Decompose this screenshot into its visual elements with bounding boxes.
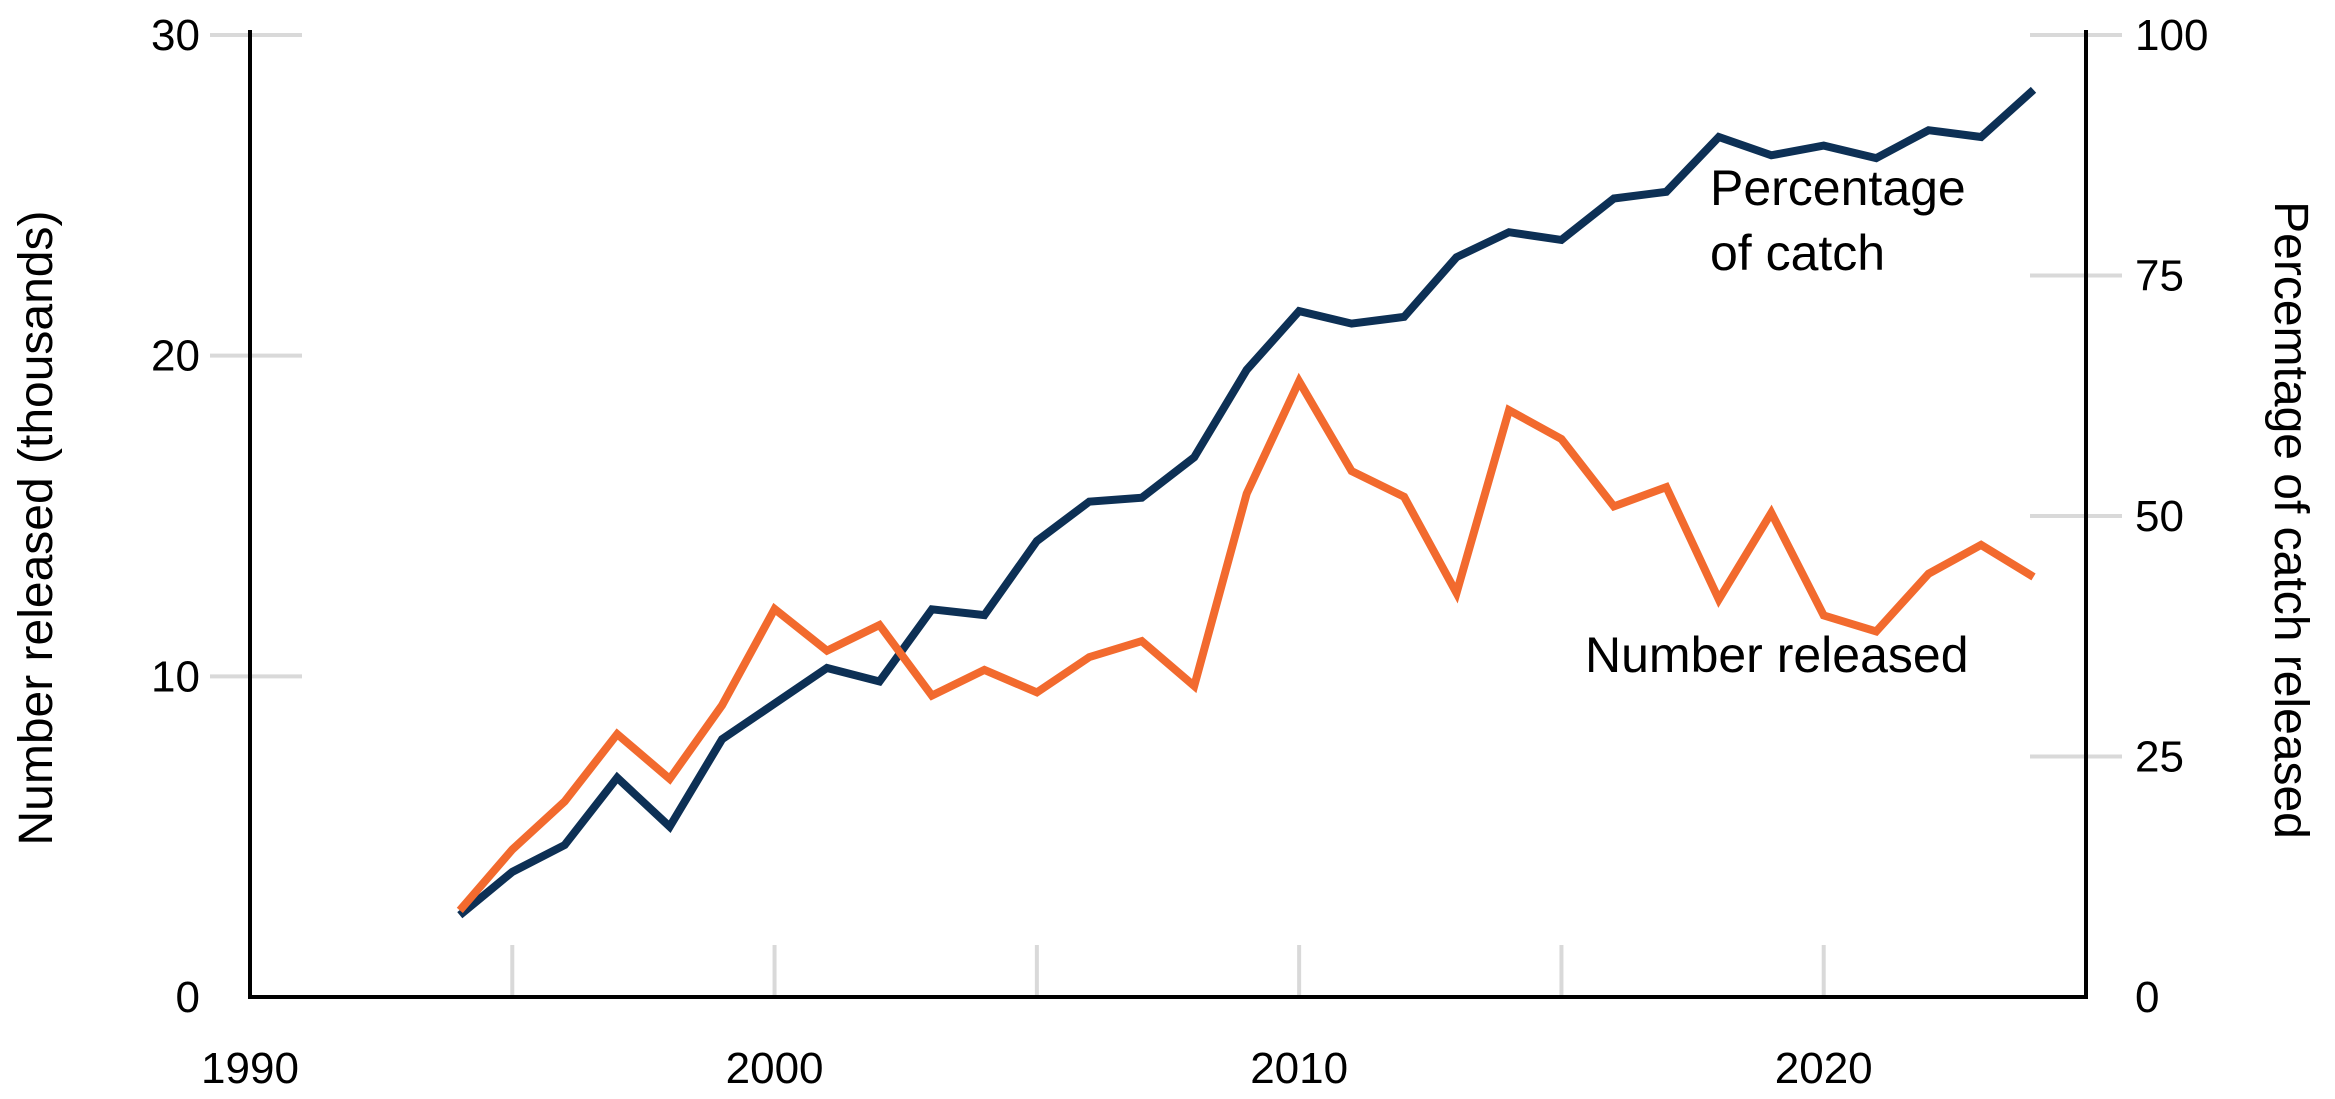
annotation-percentage-line1: Percentage: [1710, 160, 1966, 216]
x-tick-label: 2020: [1775, 1044, 1873, 1093]
left-tick-label: 20: [151, 332, 200, 381]
right-axis-title: Percemtage of catch released: [2264, 201, 2317, 839]
left-tick-label: 10: [151, 652, 200, 701]
series-line-percentage-of-catch: [457, 86, 2037, 919]
right-tick-label: 75: [2135, 252, 2184, 301]
left-axis-title: Number released (thousands): [10, 211, 63, 846]
series-line-number-released: [456, 372, 2036, 914]
left-tick-label: 0: [176, 973, 200, 1022]
left-tick-label: 30: [151, 11, 200, 60]
annotation-percentage-line2: of catch: [1710, 225, 1885, 281]
x-tick-label: 2010: [1250, 1044, 1348, 1093]
right-tick-label: 100: [2135, 11, 2208, 60]
right-tick-label: 25: [2135, 733, 2184, 782]
right-tick-label: 50: [2135, 492, 2184, 541]
x-tick-label: 1990: [201, 1044, 299, 1093]
axes: [248, 30, 2088, 999]
series-lines: [456, 86, 2037, 919]
tick-labels: 0 10 20 30 0 25 50 75 100 1990 2000 2010 2020: [151, 11, 2208, 1093]
annotation-number-released: Number released: [1585, 627, 1969, 683]
x-tick-label: 2000: [726, 1044, 824, 1093]
right-tick-label: 0: [2135, 973, 2159, 1022]
